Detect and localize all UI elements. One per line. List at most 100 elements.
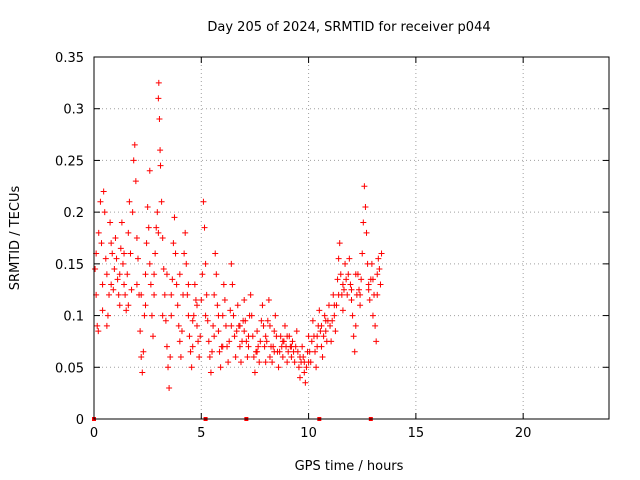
- data-point: [153, 224, 160, 231]
- data-point: [116, 302, 123, 309]
- data-point: [255, 343, 262, 350]
- data-point: [186, 333, 193, 340]
- data-point: [358, 276, 365, 283]
- data-point: [182, 229, 189, 236]
- data-point: [237, 359, 244, 366]
- data-point: [334, 276, 341, 283]
- data-point: [176, 271, 183, 278]
- data-point: [243, 338, 250, 345]
- data-point: [317, 328, 324, 335]
- data-point: [157, 147, 164, 154]
- data-point: [194, 322, 200, 329]
- data-point: [236, 343, 243, 350]
- data-point: [261, 343, 268, 350]
- data-point: [226, 338, 233, 345]
- data-point: [254, 348, 261, 355]
- data-point: [94, 322, 101, 329]
- data-point: [265, 297, 272, 304]
- data-point: [270, 343, 277, 350]
- y-tick-label: 0.2: [63, 206, 84, 221]
- data-point: [297, 374, 303, 381]
- data-point: [163, 271, 170, 278]
- data-point: [168, 312, 175, 319]
- data-point: [92, 266, 99, 273]
- x-tick-label: 5: [197, 426, 205, 441]
- data-point: [322, 317, 329, 324]
- data-point: [368, 260, 375, 267]
- data-point: [232, 353, 239, 360]
- data-point: [372, 322, 379, 329]
- data-point: [128, 286, 135, 293]
- data-point: [215, 312, 222, 319]
- data-point: [346, 255, 353, 262]
- data-point: [125, 302, 132, 309]
- data-point: [373, 338, 380, 345]
- data-point: [350, 333, 357, 340]
- x-tick-label: 15: [408, 426, 425, 441]
- data-point: [289, 338, 296, 345]
- data-point: [155, 229, 162, 236]
- data-point: [340, 286, 347, 293]
- data-point: [295, 364, 302, 371]
- data-point: [194, 302, 200, 309]
- data-point: [114, 276, 121, 283]
- data-point: [369, 276, 376, 283]
- data-point: [143, 240, 150, 247]
- data-point: [163, 343, 170, 350]
- data-point: [108, 281, 115, 288]
- data-point: [166, 384, 173, 391]
- data-point: [154, 209, 161, 216]
- data-point: [158, 198, 165, 205]
- data-point: [212, 250, 219, 257]
- data-point: [168, 291, 175, 298]
- data-point: [196, 353, 203, 360]
- data-point: [331, 312, 338, 319]
- data-point: [121, 250, 128, 257]
- data-point: [288, 343, 295, 350]
- data-point: [305, 333, 312, 340]
- data-point: [313, 364, 320, 371]
- data-point: [366, 297, 373, 304]
- ticks-layer: 0 0.05 0.1 0.15 0.2 0.25 0.3 0.35 0 5 10 15 20: [55, 51, 609, 441]
- y-tick-label: 0: [76, 413, 84, 428]
- data-point: [234, 302, 241, 309]
- data-point: [374, 271, 381, 278]
- data-point: [113, 255, 120, 262]
- x-tick-label: 20: [515, 426, 532, 441]
- data-point: [167, 353, 174, 360]
- data-point: [148, 312, 155, 319]
- data-point: [365, 286, 372, 293]
- data-point: [339, 281, 346, 288]
- data-point: [202, 260, 209, 267]
- data-point: [211, 291, 218, 298]
- data-point: [363, 229, 370, 236]
- data-point: [294, 348, 301, 355]
- data-point: [293, 328, 300, 335]
- data-point: [155, 95, 162, 102]
- data-point: [264, 317, 271, 324]
- data-point: [215, 328, 222, 335]
- data-point: [106, 291, 113, 298]
- data-point: [242, 317, 249, 324]
- data-point: [284, 333, 291, 340]
- data-point: [249, 333, 256, 340]
- data-point: [116, 271, 123, 278]
- data-point: [115, 291, 122, 298]
- data-point: [126, 198, 133, 205]
- data-point: [330, 291, 337, 298]
- data-point: [109, 250, 116, 257]
- data-point: [288, 353, 295, 360]
- data-point: [211, 333, 218, 340]
- data-point: [169, 276, 176, 283]
- data-point: [188, 364, 195, 371]
- data-point: [137, 328, 144, 335]
- x-tick-label: 10: [300, 426, 317, 441]
- data-point: [247, 291, 254, 298]
- data-point: [277, 333, 284, 340]
- data-point: [312, 348, 319, 355]
- data-point: [256, 359, 263, 366]
- data-point: [118, 219, 125, 226]
- data-point: [356, 286, 363, 293]
- data-point: [173, 281, 180, 288]
- data-point: [316, 307, 323, 314]
